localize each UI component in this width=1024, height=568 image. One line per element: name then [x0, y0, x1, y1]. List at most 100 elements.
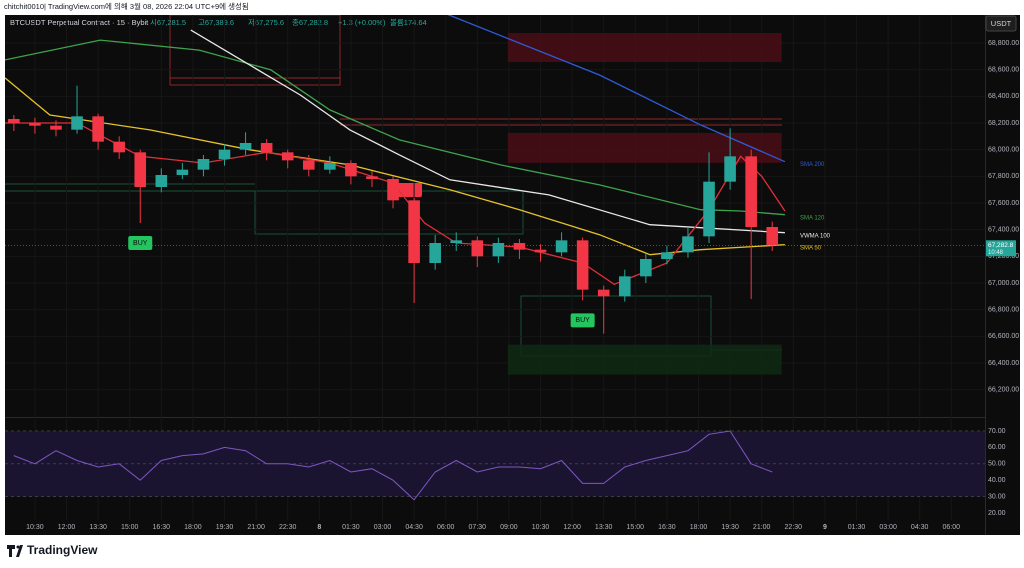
symbol: BTCUSDT Perpetual Contract · 15 · Bybit: [10, 18, 149, 27]
x-tick-label: 10:30: [26, 524, 44, 531]
x-tick-label: 03:00: [374, 524, 392, 531]
overlay-label: SMA 120: [800, 215, 825, 221]
legend-value: 고67,389.6: [198, 18, 234, 27]
y-tick-label: 66,800.00: [988, 307, 1019, 314]
candle-body: [387, 179, 399, 201]
zone: [507, 33, 782, 63]
x-tick-label: 18:00: [690, 524, 708, 531]
logo-dot: [16, 545, 20, 549]
legend-value: 시67,281.5: [150, 18, 186, 27]
rsi-pane: [5, 430, 985, 501]
price-pane: [5, 15, 786, 375]
candle-body: [534, 249, 547, 253]
overlay-label: SMA 50: [800, 245, 822, 251]
x-tick-label: 21:00: [247, 524, 265, 531]
rsi-band: [5, 430, 985, 497]
x-tick-label: 06:00: [943, 524, 961, 531]
candle-body: [155, 175, 168, 187]
signal-box: [570, 313, 595, 328]
y-tick-label: 67,600.00: [988, 200, 1019, 207]
rsi-tick-label: 70.00: [988, 428, 1006, 435]
x-tick-label: 04:30: [405, 524, 423, 531]
candle-body: [640, 259, 652, 277]
x-tick-label: 21:00: [753, 524, 771, 531]
x-tick-label: 06:00: [437, 524, 455, 531]
x-tick-label: 13:30: [89, 524, 107, 531]
x-tick-label: 13:30: [595, 524, 613, 531]
candle-body: [513, 243, 526, 250]
candle-body: [555, 240, 568, 253]
level-box: [169, 15, 341, 86]
candle-body: [703, 181, 715, 237]
candle-body: [281, 152, 294, 161]
x-tick-label: 15:00: [121, 524, 139, 531]
credit: chitchit0010| TradingView.com에 의해 3월 08,…: [4, 1, 249, 11]
zone: [507, 344, 782, 375]
x-tick-label: 04:30: [911, 524, 929, 531]
rsi-tick-label: 60.00: [988, 444, 1006, 451]
candle-body: [576, 240, 589, 290]
rsi-tick-label: 30.00: [988, 493, 1006, 500]
x-tick-label: 18:00: [184, 524, 202, 531]
y-tick-label: 67,200.00: [988, 253, 1019, 260]
currency-box[interactable]: [985, 15, 1017, 32]
y-tick-label: 68,800.00: [988, 40, 1019, 47]
logo-icon: [7, 545, 23, 557]
legend-value: +1.3 (+0.00%): [338, 18, 386, 27]
moving-average: [190, 29, 785, 234]
x-tick-label: 01:30: [848, 524, 866, 531]
candle-body: [134, 152, 147, 187]
candle-body: [492, 243, 505, 257]
y-tick-label: 67,800.00: [988, 173, 1019, 180]
legend-value: 볼륨174.64: [390, 18, 427, 27]
y-tick-label: 66,200.00: [988, 387, 1019, 394]
rsi-tick-label: 20.00: [988, 510, 1006, 517]
legend-value: 종67,282.8: [292, 18, 328, 27]
candle-body: [8, 119, 20, 123]
candle-body: [408, 200, 420, 263]
candle-body: [218, 149, 231, 159]
footer-brand: TradingView: [27, 543, 98, 557]
x-tick-label: 22:30: [785, 524, 803, 531]
rsi-line: [13, 430, 773, 501]
candle-body: [176, 169, 189, 175]
x-tick-label: 15:00: [627, 524, 645, 531]
candle-body: [197, 159, 210, 170]
candle-body: [724, 156, 736, 182]
last-price-tag: [986, 240, 1016, 257]
x-tick-label: 01:30: [342, 524, 360, 531]
candle-body: [429, 243, 441, 263]
candle-body: [71, 116, 83, 130]
candle-body: [239, 143, 252, 150]
y-tick-label: 67,000.00: [988, 280, 1019, 287]
overlay-label: VWMA 100: [800, 233, 831, 239]
last-price-time: 10:48: [988, 250, 1004, 256]
last-price-label: 67,282.8: [988, 242, 1014, 249]
footer-logo: [7, 545, 23, 557]
x-tick-label: 8: [317, 524, 321, 531]
y-tick-label: 68,200.00: [988, 120, 1019, 127]
candle-body: [345, 163, 357, 177]
candle-body: [92, 116, 104, 142]
signal-label: BUY: [575, 317, 590, 324]
sell-signal: [397, 183, 422, 197]
candle-body: [29, 123, 41, 126]
y-tick-label: 68,400.00: [988, 93, 1019, 100]
x-tick-label: 9: [823, 524, 827, 531]
candle-body: [324, 163, 336, 170]
candle-body: [50, 125, 62, 130]
rsi-tick-label: 50.00: [988, 461, 1006, 468]
y-tick-label: 66,600.00: [988, 333, 1019, 340]
moving-average: [447, 15, 786, 163]
rsi-tick-label: 40.00: [988, 477, 1006, 484]
x-tick-label: 19:30: [721, 524, 739, 531]
signal-label: BUY: [133, 240, 148, 247]
x-tick-label: 09:00: [500, 524, 518, 531]
y-tick-label: 68,000.00: [988, 147, 1019, 154]
currency[interactable]: USDT: [991, 19, 1012, 28]
candle-body: [260, 143, 273, 153]
x-tick-label: 12:00: [563, 524, 581, 531]
candle-body: [766, 227, 779, 246]
y-tick-label: 68,600.00: [988, 67, 1019, 74]
